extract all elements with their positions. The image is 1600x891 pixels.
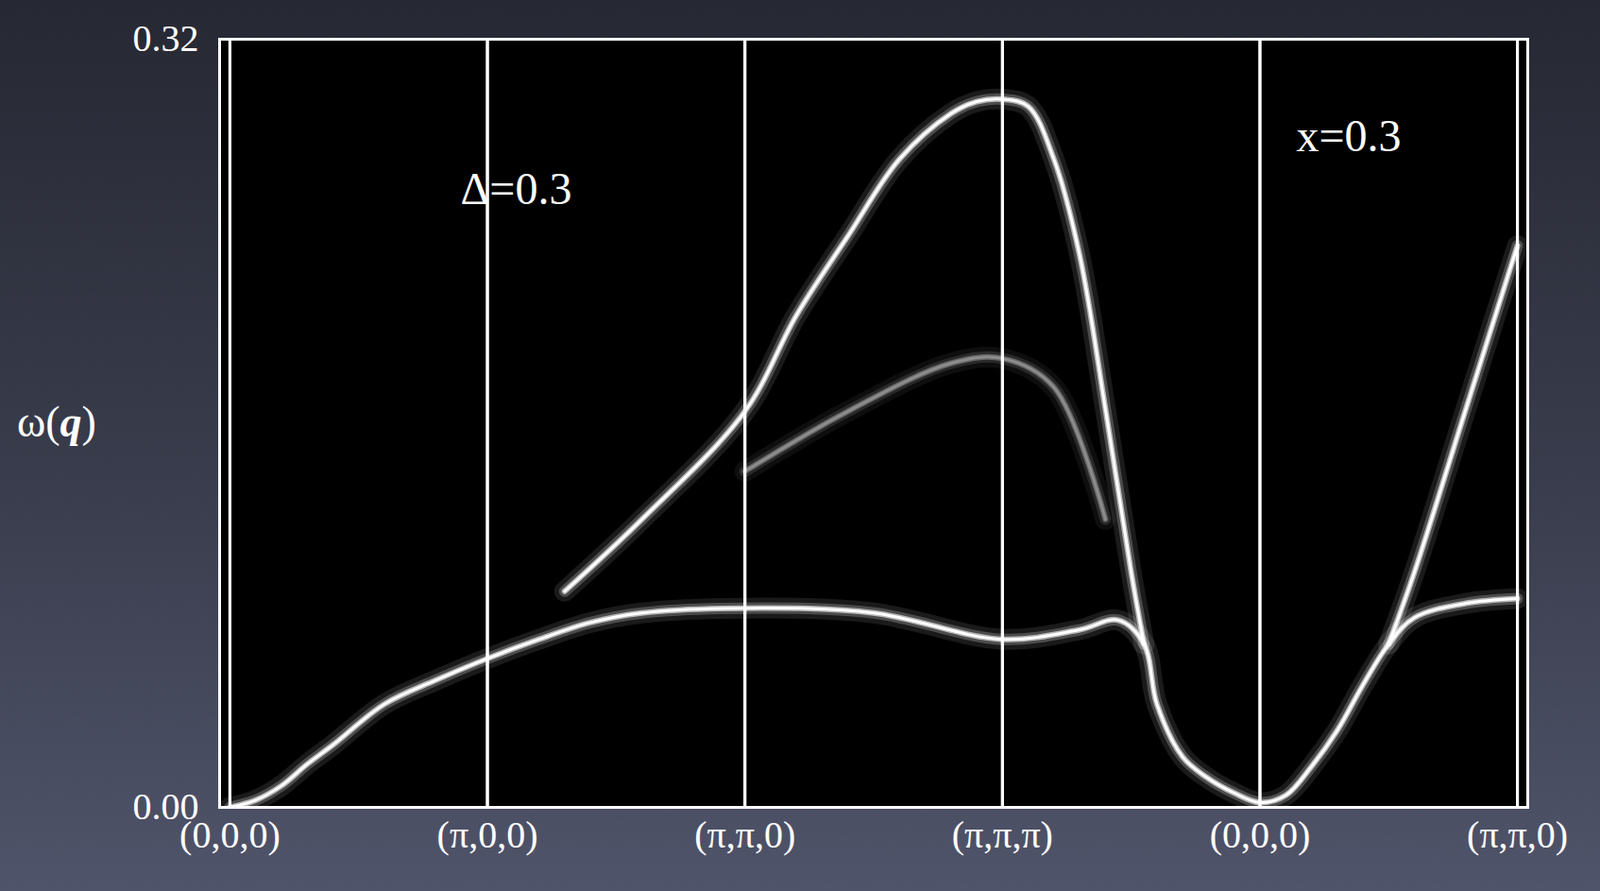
html-text:ω(q): ω(q): [17, 397, 97, 446]
svg-text:(0,0,0): (0,0,0): [1209, 813, 1311, 856]
svg-text:Δ=0.3: Δ=0.3: [460, 163, 573, 214]
svg-text:x=0.3: x=0.3: [1296, 110, 1402, 161]
svg-text:(0,0,0): (0,0,0): [179, 813, 281, 856]
svg-text:(π,π,0): (π,π,0): [1466, 813, 1568, 856]
svg-text:0.00: 0.00: [133, 784, 200, 828]
svg-text:(π,π,0): (π,π,0): [694, 813, 796, 856]
svg-text:0.32: 0.32: [133, 17, 200, 60]
svg-text:(π,π,π): (π,π,π): [952, 813, 1054, 856]
svg-text:(π,0,0): (π,0,0): [437, 813, 539, 856]
